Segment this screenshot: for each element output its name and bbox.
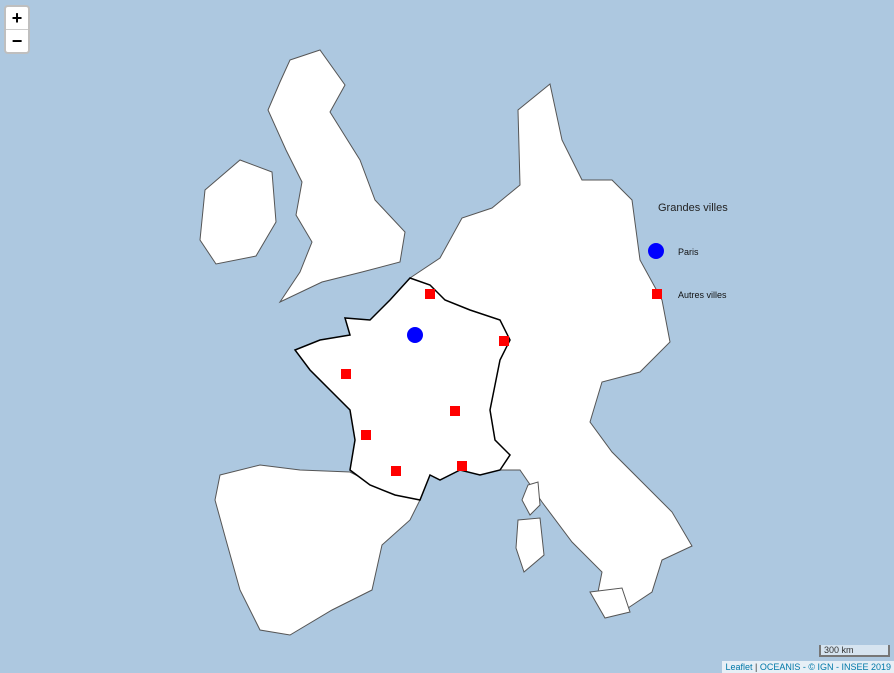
city-marker-paris[interactable] <box>407 327 423 343</box>
zoom-in-button[interactable]: + <box>11 8 23 28</box>
ireland <box>199 159 277 265</box>
legend-label-other: Autres villes <box>678 290 727 300</box>
city-marker-lyon[interactable] <box>450 406 460 416</box>
city-marker-lille[interactable] <box>425 289 435 299</box>
france <box>293 277 511 501</box>
great-britain <box>267 49 406 304</box>
legend-circle-icon <box>648 243 664 259</box>
iberia <box>214 464 421 636</box>
legend-title: Grandes villes <box>658 202 728 214</box>
leaflet-link[interactable]: Leaflet <box>725 662 753 672</box>
city-marker-nantes[interactable] <box>341 369 351 379</box>
sicily <box>589 587 631 619</box>
scale-bar: 300 km <box>819 645 890 657</box>
city-marker-strasbourg[interactable] <box>499 336 509 346</box>
city-marker-toulouse[interactable] <box>391 466 401 476</box>
city-marker-marseille[interactable] <box>457 461 467 471</box>
legend-label-paris: Paris <box>678 247 699 257</box>
zoom-control: + − <box>4 5 30 54</box>
corsica <box>521 481 541 516</box>
legend-square-icon <box>652 289 662 299</box>
attribution-separator: | <box>752 662 760 672</box>
legend-symbols <box>648 243 664 299</box>
attribution: Leaflet | OCEANIS - © IGN - INSEE 2019 <box>722 661 894 673</box>
source-link[interactable]: OCEANIS - © IGN - INSEE 2019 <box>759 662 891 672</box>
city-marker-bordeaux[interactable] <box>361 430 371 440</box>
sardinia <box>515 517 545 573</box>
zoom-out-button[interactable]: − <box>6 29 28 52</box>
